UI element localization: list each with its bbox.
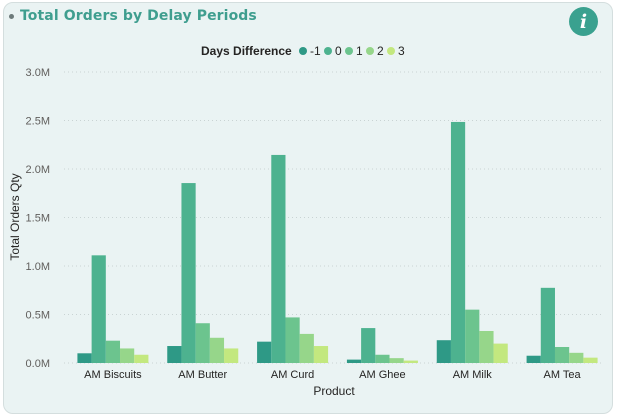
bar [389, 358, 404, 363]
bar [450, 121, 466, 363]
legend-label: 3 [398, 44, 405, 58]
legend-marker [366, 47, 374, 55]
bar [167, 346, 182, 363]
bar [313, 346, 329, 363]
bar [285, 317, 300, 363]
bar [257, 341, 272, 363]
bar [361, 328, 376, 363]
bar [346, 359, 362, 363]
bar [271, 154, 286, 363]
title-bullet [9, 13, 14, 19]
bar [375, 354, 390, 363]
y-tick-label: 1.0M [26, 261, 50, 273]
info-glyph: i [579, 10, 588, 33]
x-tick-label: AM Milk [453, 369, 493, 381]
bar [583, 357, 598, 363]
bar [479, 330, 494, 363]
x-tick-label: AM Curd [271, 369, 314, 381]
y-tick-label: 2.5M [26, 116, 50, 128]
bar [195, 323, 210, 363]
bar [77, 353, 92, 363]
x-tick-label: AM Butter [178, 369, 227, 381]
x-axis-title: Product [313, 384, 355, 398]
y-axis-title: Total Orders Qty [8, 173, 22, 260]
bar [569, 352, 584, 363]
legend-label: -1 [310, 44, 321, 58]
bar [209, 337, 225, 363]
legend-label: 0 [335, 44, 342, 58]
legend-marker [299, 47, 307, 55]
x-tick-label: AM Tea [544, 369, 582, 381]
legend-marker [387, 47, 395, 55]
bar [554, 346, 570, 363]
legend-marker [324, 47, 332, 55]
y-tick-label: 3.0M [26, 67, 50, 79]
bar [299, 333, 314, 363]
legend-label: 1 [356, 44, 363, 58]
legend-marker [345, 47, 353, 55]
y-tick-label: 0.0M [26, 358, 50, 370]
y-tick-label: 1.5M [26, 213, 50, 225]
bar [181, 183, 196, 363]
info-icon[interactable]: i [569, 7, 598, 36]
bar [224, 348, 239, 363]
legend-title: Days Difference [201, 44, 292, 58]
x-tick-label: AM Ghee [359, 369, 405, 381]
bar [105, 340, 121, 363]
bar [134, 354, 149, 363]
bar [493, 343, 508, 363]
bar [436, 340, 451, 363]
bar [540, 287, 555, 363]
chart-header: Total Orders by Delay Periods [9, 8, 257, 24]
bar [526, 355, 541, 363]
y-tick-label: 0.5M [26, 310, 50, 322]
legend-label: 2 [377, 44, 384, 58]
y-tick-label: 2.0M [26, 164, 50, 176]
chart-title: Total Orders by Delay Periods [20, 8, 257, 24]
bar [465, 309, 480, 363]
x-tick-label: AM Biscuits [84, 369, 142, 381]
bar [91, 255, 106, 363]
bar [120, 348, 135, 363]
bar [403, 360, 418, 363]
